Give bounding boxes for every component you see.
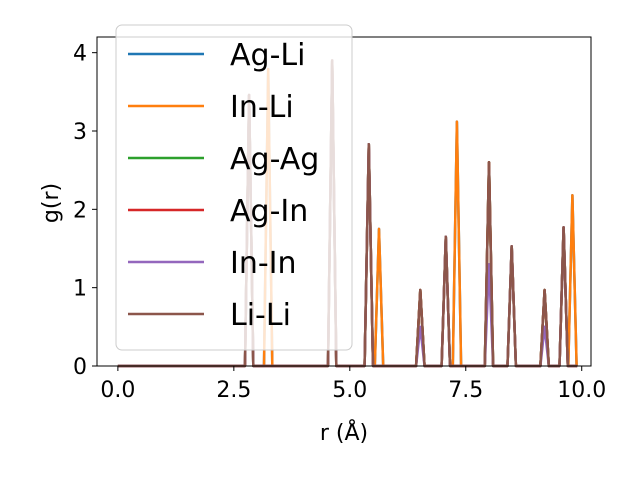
x-tick-label: 10.0 (557, 378, 606, 403)
y-tick-label: 4 (73, 42, 87, 67)
y-axis: 0 1 2 3 4 (73, 42, 97, 380)
y-axis-label: g(r) (39, 183, 64, 223)
x-axis: 0.0 2.5 5.0 7.5 10.0 (100, 366, 606, 403)
legend-label-ag-li: Ag-Li (230, 38, 305, 73)
y-tick-label: 3 (73, 120, 87, 145)
y-tick-label: 1 (73, 277, 87, 302)
legend-label-in-li: In-Li (230, 90, 294, 125)
y-tick-label: 2 (73, 198, 87, 223)
x-tick-label: 7.5 (448, 378, 483, 403)
legend-label-li-li: Li-Li (230, 298, 291, 333)
y-tick-label: 0 (73, 355, 87, 380)
legend-label-in-in: In-In (230, 246, 297, 281)
x-tick-label: 2.5 (216, 378, 251, 403)
x-axis-label: r (Å) (320, 419, 368, 446)
legend: Ag-Li In-Li Ag-Ag Ag-In In-In Li-Li (115, 24, 353, 351)
x-tick-label: 5.0 (332, 378, 367, 403)
x-tick-label: 0.0 (100, 378, 135, 403)
legend-label-ag-in: Ag-In (230, 194, 308, 229)
legend-label-ag-ag: Ag-Ag (230, 142, 319, 177)
